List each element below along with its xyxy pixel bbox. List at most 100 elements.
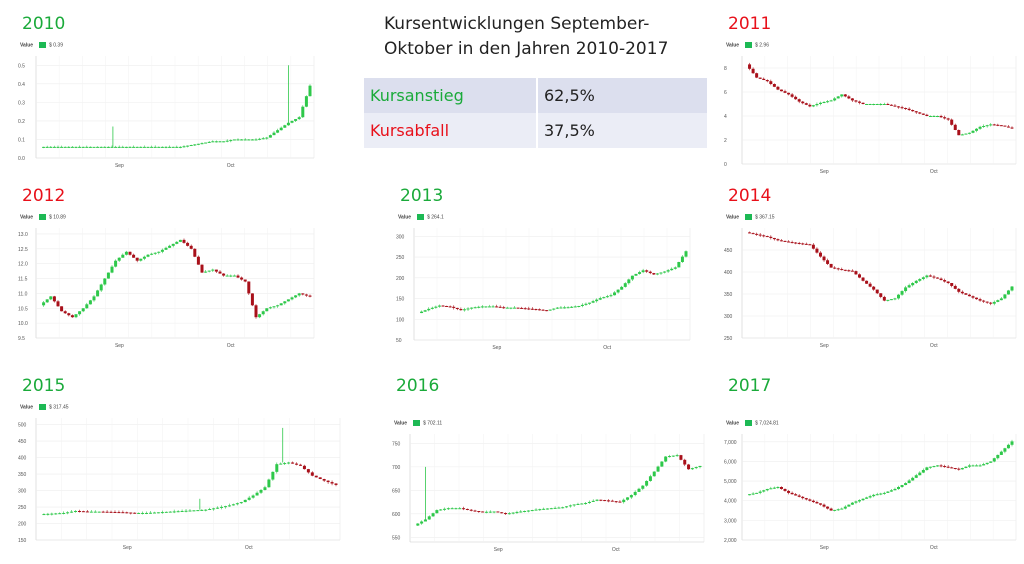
year-label-2012: 2012: [22, 186, 66, 206]
chart-legend: Value $ 317.45: [20, 404, 69, 410]
candle: [776, 487, 780, 488]
y-tick-label: 4,000: [724, 499, 737, 505]
candle: [989, 461, 993, 463]
candle: [893, 488, 897, 491]
candle: [606, 500, 610, 502]
candle: [801, 243, 805, 245]
candle: [818, 252, 822, 257]
candle: [684, 251, 688, 257]
chart-panel-2014: Value $ 367.15 250 300 350 400 450 Sep Oct: [722, 212, 1020, 352]
y-tick-label: 5,000: [724, 479, 737, 485]
candle: [283, 463, 287, 465]
candle: [627, 279, 631, 284]
candle: [925, 467, 929, 470]
candle: [762, 490, 766, 492]
candle: [247, 281, 251, 294]
candle: [641, 485, 645, 489]
candle: [106, 146, 110, 148]
candle: [829, 508, 833, 511]
y-tick-label: 0.0: [18, 156, 25, 162]
candle: [74, 510, 78, 512]
candle: [690, 468, 694, 470]
candle: [932, 466, 936, 468]
candle: [626, 497, 630, 500]
candle: [232, 275, 236, 277]
candle: [189, 245, 193, 249]
x-tick-label: Oct: [245, 545, 253, 551]
candle: [680, 256, 684, 263]
candle: [430, 307, 434, 309]
candle: [46, 513, 50, 515]
candle: [132, 146, 136, 148]
candle: [939, 116, 943, 118]
candle: [334, 483, 338, 485]
candle: [776, 86, 780, 90]
candle: [530, 308, 534, 310]
legend-label: Value: [20, 404, 34, 411]
candle: [56, 146, 60, 148]
candle: [790, 492, 794, 495]
candle: [272, 132, 276, 136]
candle: [168, 146, 172, 148]
chart-svg: 0.0 0.1 0.2 0.3 0.4 0.5 Sep Oct: [18, 56, 315, 169]
y-tick-label: 7,000: [724, 440, 737, 446]
candle: [441, 305, 445, 307]
y-tick-label: 8: [724, 66, 727, 72]
y-tick-label: 300: [396, 234, 405, 240]
page-title-line1: Kursentwicklungen September-: [384, 14, 650, 34]
candle: [857, 500, 861, 502]
candle: [758, 234, 762, 236]
candle: [200, 143, 204, 145]
candle: [826, 506, 830, 509]
candle: [843, 94, 847, 97]
page-title: Kursentwicklungen September- Oktober in …: [384, 12, 684, 62]
candle: [911, 283, 915, 286]
candle: [882, 296, 886, 301]
candle: [840, 508, 844, 510]
candle: [772, 84, 776, 87]
candle: [804, 498, 808, 500]
candle: [420, 311, 424, 314]
y-tick-label: 300: [724, 314, 733, 320]
candle: [928, 116, 932, 117]
candle: [484, 511, 488, 513]
legend-current-value: $ 367.15: [755, 214, 775, 221]
candle: [62, 512, 66, 514]
candle: [897, 106, 901, 108]
candle: [232, 139, 236, 141]
y-tick-label: 11.0: [18, 291, 28, 297]
y-tick-label: 150: [18, 538, 27, 544]
candle: [314, 475, 318, 478]
candle: [936, 465, 940, 467]
candle: [918, 472, 922, 476]
candle: [109, 511, 113, 513]
candle: [530, 510, 534, 512]
candle: [211, 141, 215, 143]
candle: [459, 309, 463, 311]
legend-label: Value: [394, 420, 408, 427]
candle: [124, 251, 128, 255]
candle: [290, 297, 294, 300]
candle: [660, 461, 664, 467]
x-tick-label: Oct: [930, 343, 938, 349]
candle: [235, 503, 239, 505]
rise-value: 62,5%: [537, 78, 707, 113]
year-label-2016: 2016: [396, 376, 440, 396]
candle: [171, 243, 175, 246]
candle: [42, 146, 46, 148]
legend-swatch: [413, 420, 421, 426]
x-tick-label: Sep: [492, 345, 501, 351]
candle: [330, 482, 334, 484]
candle: [769, 236, 773, 238]
candle: [815, 104, 819, 106]
candle: [437, 305, 441, 307]
candle: [946, 466, 950, 468]
stats-table: Kursanstieg 62,5% Kursabfall 37,5%: [364, 78, 707, 148]
legend-current-value: $ 702.11: [423, 420, 443, 427]
candle: [99, 284, 103, 291]
candle: [443, 508, 447, 510]
candle: [142, 146, 146, 148]
candle: [978, 126, 982, 129]
candle: [960, 468, 964, 470]
candle: [85, 146, 89, 148]
